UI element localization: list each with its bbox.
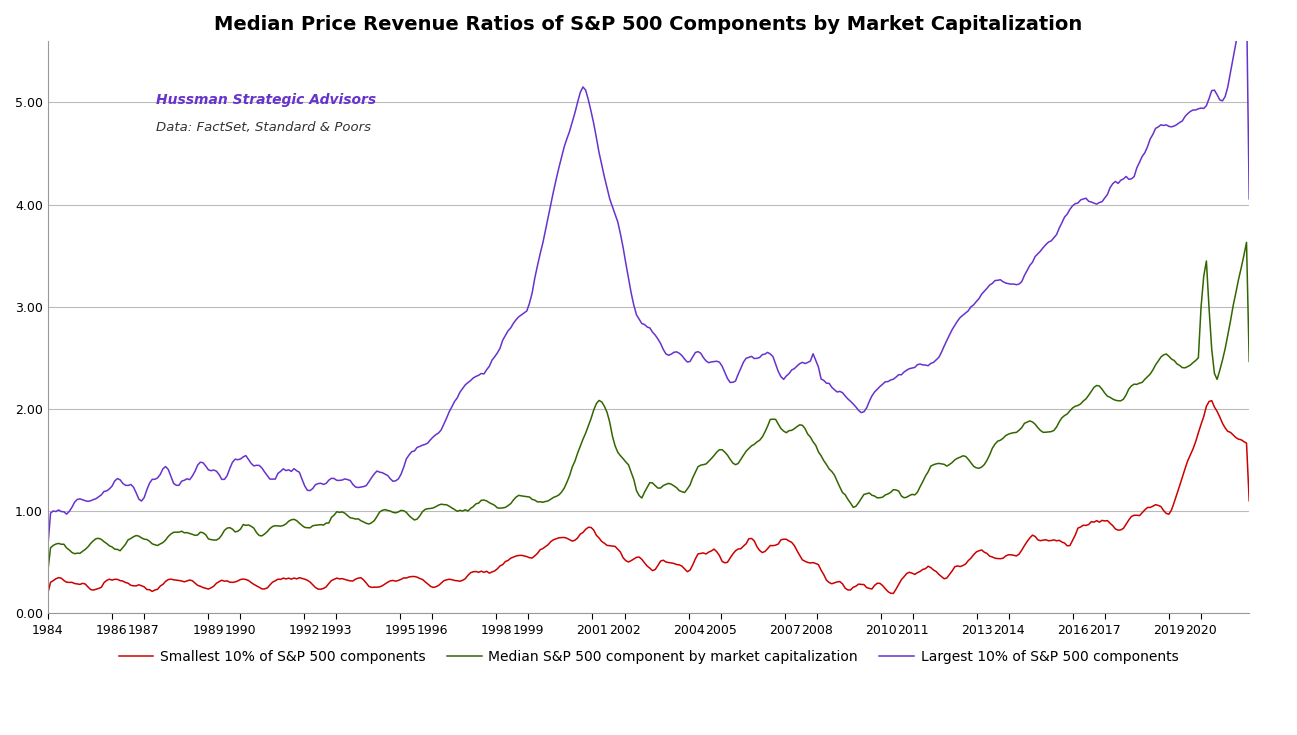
Largest 10% of S&P 500 components: [717, 368, 733, 377]
Largest 10% of S&P 500 components: [1223, 68, 1239, 76]
Smallest 10% of S&P 500 components: [241, 576, 257, 585]
Median S&P 500 component by market capitalization: [909, 488, 925, 497]
Median S&P 500 component by market capitalization: [1223, 317, 1239, 326]
Largest 10% of S&P 500 components: [241, 455, 257, 464]
Median S&P 500 component by market capitalization: [1239, 238, 1254, 247]
Largest 10% of S&P 500 components: [174, 477, 189, 486]
Largest 10% of S&P 500 components: [1239, 0, 1254, 4]
Text: Hussman Strategic Advisors: Hussman Strategic Advisors: [156, 93, 376, 107]
Title: Median Price Revenue Ratios of S&P 500 Components by Market Capitalization: Median Price Revenue Ratios of S&P 500 C…: [214, 15, 1083, 34]
Smallest 10% of S&P 500 components: [717, 559, 733, 567]
Text: Data: FactSet, Standard & Poors: Data: FactSet, Standard & Poors: [156, 121, 371, 135]
Smallest 10% of S&P 500 components: [174, 576, 189, 585]
Median S&P 500 component by market capitalization: [1191, 354, 1206, 362]
Median S&P 500 component by market capitalization: [174, 527, 189, 536]
Largest 10% of S&P 500 components: [1191, 104, 1206, 113]
Smallest 10% of S&P 500 components: [1228, 433, 1244, 442]
Legend: Smallest 10% of S&P 500 components, Median S&P 500 component by market capitaliz: Smallest 10% of S&P 500 components, Medi…: [113, 644, 1184, 670]
Smallest 10% of S&P 500 components: [1204, 396, 1219, 405]
Largest 10% of S&P 500 components: [40, 542, 56, 551]
Largest 10% of S&P 500 components: [1241, 194, 1257, 203]
Median S&P 500 component by market capitalization: [717, 448, 733, 456]
Median S&P 500 component by market capitalization: [1241, 357, 1257, 366]
Smallest 10% of S&P 500 components: [40, 589, 56, 598]
Line: Median S&P 500 component by market capitalization: Median S&P 500 component by market capit…: [48, 243, 1249, 571]
Smallest 10% of S&P 500 components: [886, 589, 901, 598]
Largest 10% of S&P 500 components: [909, 360, 925, 369]
Smallest 10% of S&P 500 components: [1241, 496, 1257, 505]
Line: Smallest 10% of S&P 500 components: Smallest 10% of S&P 500 components: [48, 401, 1249, 593]
Smallest 10% of S&P 500 components: [912, 567, 927, 576]
Median S&P 500 component by market capitalization: [40, 567, 56, 576]
Median S&P 500 component by market capitalization: [241, 520, 257, 529]
Smallest 10% of S&P 500 components: [1193, 420, 1209, 429]
Line: Largest 10% of S&P 500 components: Largest 10% of S&P 500 components: [48, 0, 1249, 547]
